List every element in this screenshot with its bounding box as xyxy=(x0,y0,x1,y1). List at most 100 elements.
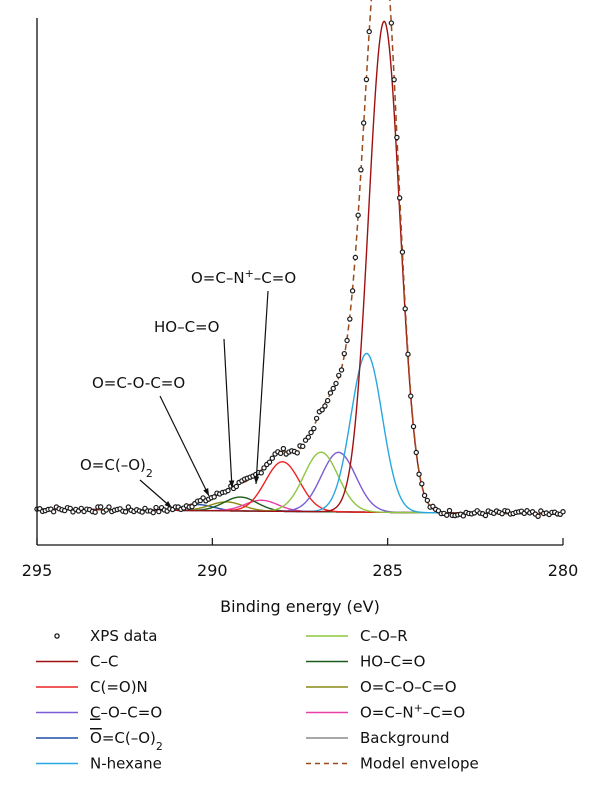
xps-data-point xyxy=(560,509,566,515)
legend-label: C–O–R xyxy=(360,627,408,645)
legend-item-9: O=C–N+–C=O xyxy=(306,701,465,722)
xps-data-point xyxy=(327,390,334,396)
xps-data-point xyxy=(421,492,428,499)
annotation-arrowhead-3 xyxy=(253,476,260,484)
xps-data-point xyxy=(330,385,336,392)
annotation-arrowhead-2 xyxy=(228,480,235,488)
xps-data-point xyxy=(388,20,395,26)
xps-data-point xyxy=(305,434,312,440)
xps-data-point xyxy=(97,504,104,510)
xps-data-point xyxy=(482,512,489,519)
xps-data-point xyxy=(444,512,450,518)
xps-data-point xyxy=(125,504,132,510)
xps-data-point xyxy=(399,249,406,255)
xps-data-point xyxy=(211,494,217,500)
series-model-envelope xyxy=(36,0,564,515)
xps-data-point xyxy=(308,429,314,436)
annotation-arrow-2 xyxy=(223,338,233,489)
xps-data-point xyxy=(294,450,300,456)
xps-data-point xyxy=(269,455,276,461)
xps-data-point xyxy=(336,372,342,379)
xps-data-point xyxy=(266,459,273,465)
legend-label: Model envelope xyxy=(360,755,479,773)
annotations: O=C(–O)2 O=C-O-C=O HO–C=O O=C–N+–C=O xyxy=(80,267,296,509)
xps-data-point xyxy=(341,350,347,357)
xps-data-point xyxy=(391,76,397,83)
xps-data-point xyxy=(347,316,353,322)
xps-data-point xyxy=(150,509,156,516)
xps-data-point xyxy=(344,337,350,344)
xps-data-point xyxy=(258,470,264,476)
xps-data-point xyxy=(153,504,159,511)
xps-data-point xyxy=(50,509,57,515)
xps-data-point xyxy=(366,28,372,35)
xps-data-point xyxy=(324,397,331,404)
axes: 295 290 285 280 Binding energy (eV) xyxy=(22,18,579,616)
legend-item-5: N-hexane xyxy=(36,755,162,773)
xps-data-point xyxy=(413,449,419,456)
xps-data-point xyxy=(300,443,306,450)
legend-label: C(=O)N xyxy=(90,678,148,696)
x-tick-label: 295 xyxy=(22,561,53,580)
xps-data-point xyxy=(106,504,112,510)
xps-data-point xyxy=(419,481,425,487)
annotation-arrow-3 xyxy=(255,290,269,485)
xps-data-point xyxy=(277,450,284,457)
legend-label: Background xyxy=(360,729,450,747)
legend-label: O=C–N+–C=O xyxy=(360,701,465,722)
xps-data-point xyxy=(363,76,370,83)
xps-data-point xyxy=(322,403,328,409)
xps-data-point xyxy=(233,483,240,490)
x-tick-label: 290 xyxy=(197,561,228,580)
legend-label: O=C–O–C=O xyxy=(360,678,457,696)
xps-data-point xyxy=(424,497,431,504)
x-axis-title: Binding energy (eV) xyxy=(220,597,380,616)
xps-data-point xyxy=(408,393,414,399)
xps-data-point xyxy=(535,513,541,519)
xps-data-point xyxy=(410,423,417,430)
legend-item-11: Model envelope xyxy=(306,755,479,773)
annotation-label-2: HO–C=O xyxy=(154,318,219,336)
legend-label: XPS data xyxy=(90,627,157,645)
plot-area xyxy=(34,0,566,519)
legend: XPS data C–C C(=O)N C–O–C=O O=C(–O)2 N-hexane… xyxy=(36,627,479,773)
annotation-arrowhead-0 xyxy=(164,500,172,508)
xps-data-point xyxy=(156,508,162,515)
xps-data-point xyxy=(338,367,345,373)
xps-data-point xyxy=(122,509,129,515)
legend-item-2: C(=O)N xyxy=(36,678,148,696)
xps-data-point xyxy=(460,513,467,519)
legend-item-4: O=C(–O)2 xyxy=(36,729,163,753)
annotation-label-0: O=C(–O)2 xyxy=(80,456,153,480)
xps-data-point xyxy=(446,507,453,514)
legend-item-1: C–C xyxy=(36,653,118,671)
xps-data-point xyxy=(319,407,325,413)
xps-data-point xyxy=(355,212,361,218)
legend-label: C–C xyxy=(90,653,118,671)
x-tick-label: 285 xyxy=(372,561,403,580)
xps-data-point xyxy=(360,120,367,126)
xps-data-point xyxy=(394,134,400,141)
xps-data-point xyxy=(416,471,422,477)
xps-data-point xyxy=(280,445,287,452)
xps-data-point xyxy=(352,254,359,261)
annotation-arrowhead-1 xyxy=(203,488,209,496)
annotation-label-1: O=C-O-C=O xyxy=(92,374,185,392)
xps-data-point xyxy=(333,380,339,387)
series-xps-data xyxy=(34,20,566,519)
xps-data-point xyxy=(67,505,73,512)
legend-item-6: C–O–R xyxy=(306,627,408,645)
xps-data-point xyxy=(405,351,411,357)
legend-item-7: HO–C=O xyxy=(306,653,425,671)
legend-marker xyxy=(54,633,60,639)
legend-label: C–O–C=O xyxy=(90,704,162,722)
xps-data-point xyxy=(311,425,317,432)
xps-data-point xyxy=(261,465,267,471)
xps-data-point xyxy=(92,509,98,515)
xps-data-point xyxy=(349,288,356,294)
x-tick-label: 280 xyxy=(548,561,579,580)
annotation-label-3: O=C–N+–C=O xyxy=(191,267,296,288)
legend-label: O=C(–O)2 xyxy=(90,729,163,753)
xps-data-point xyxy=(313,415,320,422)
